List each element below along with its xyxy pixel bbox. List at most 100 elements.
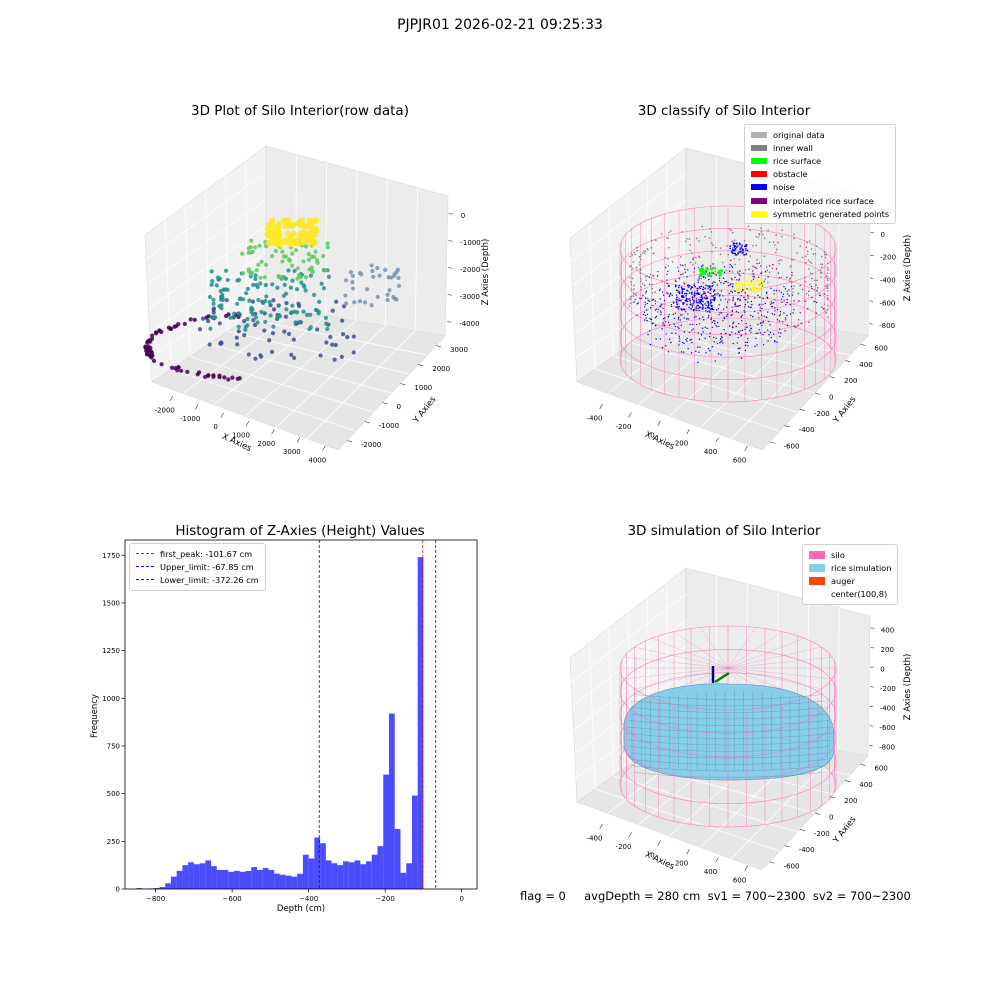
classify-point-noise xyxy=(749,329,751,332)
classify-point-interpolated xyxy=(734,302,736,304)
classify-point-inner-wall xyxy=(772,241,775,243)
classify-point-interpolated xyxy=(779,313,782,316)
classify-point-noise xyxy=(736,342,738,344)
simulation-x-tick-mark xyxy=(744,865,748,871)
classify-point-noise xyxy=(662,307,664,310)
classify-point-noise xyxy=(715,337,717,340)
classify-point-inner-wall xyxy=(771,267,774,270)
classify-point-noise xyxy=(643,311,646,314)
classify-point-inner-wall xyxy=(764,278,767,280)
classify-point-noise xyxy=(667,315,670,318)
classify-point-noise xyxy=(696,305,698,307)
classify-point-noise xyxy=(690,352,693,354)
raw-scatter-point xyxy=(283,291,289,296)
classify-point-interpolated xyxy=(737,311,740,314)
classify-point-interpolated xyxy=(634,298,636,301)
classify-point-interpolated xyxy=(739,330,741,332)
classify-point-noise xyxy=(784,319,787,321)
histogram-y-tick-label: 1750 xyxy=(102,552,120,560)
classify-point-inner-wall xyxy=(814,252,817,255)
classify-point-noise xyxy=(742,251,744,254)
classify-point-inner-wall xyxy=(827,297,829,300)
histogram-legend-line xyxy=(136,579,154,581)
raw-scatter-point xyxy=(303,288,308,293)
simulation-x-tick-mark xyxy=(686,849,690,855)
raw-scatter-point xyxy=(246,352,251,357)
classify-point-inner-wall xyxy=(689,244,692,246)
classify-point-noise xyxy=(726,313,729,316)
classify-point-noise xyxy=(644,297,647,300)
simulation-y-tick-mark xyxy=(799,828,805,831)
classify-point-noise xyxy=(745,247,747,250)
classify-point-interpolated xyxy=(709,265,712,267)
classify-point-noise xyxy=(711,345,714,348)
raw-scatter-point xyxy=(166,325,171,330)
classify-point-inner-wall xyxy=(780,259,783,261)
classify-point-noise xyxy=(744,349,747,352)
raw-y-tick-mark xyxy=(364,421,370,424)
classify-point-noise xyxy=(692,302,694,305)
classify-point-inner-wall xyxy=(813,300,815,303)
classify-point-symmetric xyxy=(761,281,765,284)
simulation-x-tick-mark xyxy=(628,832,632,838)
classify-point-interpolated xyxy=(710,318,712,321)
classify-point-inner-wall xyxy=(751,272,754,275)
raw-scatter-point xyxy=(150,333,155,338)
classify-point-inner-wall xyxy=(807,259,810,261)
histogram-legend-line xyxy=(136,553,154,555)
raw-scatter-point xyxy=(252,245,258,250)
classify-point-inner-wall xyxy=(805,246,808,249)
classify-point-inner-wall xyxy=(709,228,711,230)
classify-point-noise xyxy=(692,328,694,330)
simulation-x-tick-mark xyxy=(657,840,661,846)
raw-scatter-point xyxy=(215,275,221,280)
classify-point-noise xyxy=(681,264,684,266)
classify-point-interpolated xyxy=(708,335,711,338)
raw-scatter-point xyxy=(290,278,295,283)
raw-scatter-point xyxy=(296,301,301,306)
classify-point-interpolated xyxy=(689,298,691,300)
classify-point-noise xyxy=(773,289,775,292)
classify-point-inner-wall xyxy=(767,229,769,231)
classify-point-inner-wall xyxy=(797,292,800,295)
classify-point-inner-wall xyxy=(811,272,814,275)
classify-point-noise xyxy=(732,322,734,325)
classify-point-interpolated xyxy=(753,310,756,313)
histogram-x-tick-label: 0 xyxy=(459,895,463,903)
classify-point-inner-wall xyxy=(689,249,691,252)
classify-point-noise xyxy=(649,343,652,346)
classify-point-inner-wall xyxy=(825,312,827,314)
simulation-legend-item: auger xyxy=(809,574,891,587)
classify-point-noise xyxy=(645,290,648,292)
histogram-bar xyxy=(337,865,344,889)
classify-point-noise xyxy=(694,291,696,293)
classify-point-interpolated xyxy=(678,298,680,300)
classify-point-inner-wall xyxy=(712,244,714,247)
classify-point-interpolated xyxy=(784,330,786,332)
histogram-x-axis-label: Depth (cm) xyxy=(277,904,325,914)
raw-scatter-point xyxy=(209,282,214,287)
raw-scatter-point xyxy=(301,309,306,314)
classify-point-noise xyxy=(704,307,707,310)
classify-point-noise xyxy=(740,246,743,248)
classify-point-noise xyxy=(738,273,740,275)
classify-point-inner-wall xyxy=(768,241,771,243)
raw-scatter-point xyxy=(394,297,399,302)
classify-point-interpolated xyxy=(648,317,651,320)
raw-scatter-point xyxy=(206,319,211,324)
classify-point-interpolated xyxy=(731,306,733,308)
classify-point-inner-wall xyxy=(697,266,700,269)
classify-point-noise xyxy=(696,289,699,292)
classify-point-symmetric xyxy=(758,279,762,282)
classify-point-noise xyxy=(751,303,753,306)
classify-point-noise xyxy=(645,317,647,319)
simulation-z-tick-label: 200 xyxy=(881,646,894,654)
classify-point-noise xyxy=(739,248,741,250)
classify-point-inner-wall xyxy=(727,253,730,256)
classify-point-inner-wall xyxy=(689,261,692,264)
classify-point-inner-wall xyxy=(645,279,648,282)
classify-point-inner-wall xyxy=(827,316,829,319)
classify-point-inner-wall xyxy=(680,256,682,258)
raw-scatter-point xyxy=(387,288,392,293)
classify-point-interpolated xyxy=(777,332,780,334)
